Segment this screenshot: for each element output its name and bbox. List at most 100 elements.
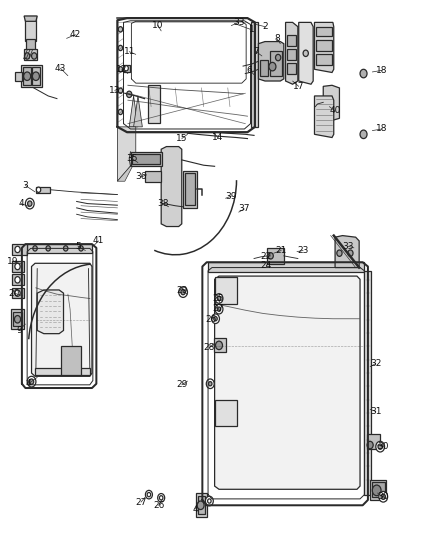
Polygon shape xyxy=(35,368,90,375)
Circle shape xyxy=(46,246,50,251)
Circle shape xyxy=(15,246,20,253)
Circle shape xyxy=(208,499,211,503)
Text: 5: 5 xyxy=(75,242,81,251)
Polygon shape xyxy=(287,63,296,74)
Polygon shape xyxy=(37,290,64,334)
Circle shape xyxy=(28,201,32,206)
Text: 21: 21 xyxy=(276,246,287,255)
Polygon shape xyxy=(23,67,31,85)
Polygon shape xyxy=(117,160,136,181)
Polygon shape xyxy=(24,16,37,21)
Polygon shape xyxy=(185,173,195,205)
Polygon shape xyxy=(316,27,332,36)
Polygon shape xyxy=(208,262,364,272)
Polygon shape xyxy=(25,16,36,41)
Text: 39: 39 xyxy=(226,192,237,200)
Polygon shape xyxy=(15,72,22,81)
Circle shape xyxy=(118,109,123,115)
Text: 38: 38 xyxy=(157,199,169,208)
Polygon shape xyxy=(316,40,332,51)
Circle shape xyxy=(268,253,273,259)
Text: 36: 36 xyxy=(135,173,147,181)
Text: 10: 10 xyxy=(152,21,163,29)
Circle shape xyxy=(118,67,123,72)
Polygon shape xyxy=(134,96,142,127)
Circle shape xyxy=(379,491,388,502)
Text: 30: 30 xyxy=(378,492,389,501)
Circle shape xyxy=(118,45,123,51)
Polygon shape xyxy=(196,493,207,517)
Circle shape xyxy=(217,307,221,311)
Polygon shape xyxy=(21,65,42,87)
Polygon shape xyxy=(148,85,160,123)
Polygon shape xyxy=(117,127,136,181)
Polygon shape xyxy=(215,276,360,489)
Polygon shape xyxy=(24,49,37,60)
Circle shape xyxy=(147,492,151,497)
Circle shape xyxy=(215,294,223,303)
Text: 23: 23 xyxy=(297,246,309,255)
Text: 24: 24 xyxy=(261,261,272,270)
Text: 29: 29 xyxy=(176,286,187,295)
Text: 27: 27 xyxy=(135,498,147,506)
Circle shape xyxy=(269,62,276,71)
Polygon shape xyxy=(270,51,282,76)
Text: 33: 33 xyxy=(343,242,354,251)
Circle shape xyxy=(64,246,68,251)
Text: 13: 13 xyxy=(109,86,120,95)
Text: 35: 35 xyxy=(127,155,138,163)
Text: 2: 2 xyxy=(262,22,268,31)
Polygon shape xyxy=(132,154,160,164)
Text: 31: 31 xyxy=(370,407,381,416)
Text: 32: 32 xyxy=(370,359,381,368)
Polygon shape xyxy=(335,236,359,268)
Circle shape xyxy=(337,250,342,256)
Polygon shape xyxy=(323,85,339,120)
Circle shape xyxy=(381,494,385,499)
Text: 37: 37 xyxy=(239,205,250,213)
Polygon shape xyxy=(12,288,24,298)
Text: 26: 26 xyxy=(205,316,217,324)
Text: 6: 6 xyxy=(247,66,253,75)
Circle shape xyxy=(206,379,214,389)
Polygon shape xyxy=(123,65,130,72)
Circle shape xyxy=(372,485,381,496)
Circle shape xyxy=(24,72,31,80)
Circle shape xyxy=(367,441,373,449)
Circle shape xyxy=(214,317,217,321)
Circle shape xyxy=(14,316,21,323)
Circle shape xyxy=(145,490,152,499)
Text: 27: 27 xyxy=(212,304,224,312)
Polygon shape xyxy=(364,271,371,495)
Text: 22: 22 xyxy=(261,253,272,261)
Polygon shape xyxy=(36,187,50,193)
Circle shape xyxy=(197,501,204,510)
Text: 4: 4 xyxy=(192,505,198,513)
Circle shape xyxy=(208,382,212,386)
Polygon shape xyxy=(27,244,92,253)
Text: 7: 7 xyxy=(253,47,259,56)
Polygon shape xyxy=(32,67,40,85)
Circle shape xyxy=(360,130,367,139)
Polygon shape xyxy=(299,22,313,84)
Polygon shape xyxy=(287,35,296,46)
Polygon shape xyxy=(214,338,226,352)
Circle shape xyxy=(205,496,213,506)
Text: 20: 20 xyxy=(8,289,20,297)
Polygon shape xyxy=(260,60,268,76)
Circle shape xyxy=(158,494,165,502)
Text: 42: 42 xyxy=(70,30,81,39)
Circle shape xyxy=(25,198,34,209)
Circle shape xyxy=(29,379,34,384)
Circle shape xyxy=(15,290,20,296)
Polygon shape xyxy=(251,22,258,127)
Polygon shape xyxy=(316,54,332,65)
Polygon shape xyxy=(258,42,284,81)
Text: 43: 43 xyxy=(55,64,66,72)
Text: 33: 33 xyxy=(233,18,244,27)
Circle shape xyxy=(15,277,20,283)
Polygon shape xyxy=(286,22,298,84)
Polygon shape xyxy=(287,49,296,60)
Polygon shape xyxy=(32,263,92,376)
Polygon shape xyxy=(215,400,237,426)
